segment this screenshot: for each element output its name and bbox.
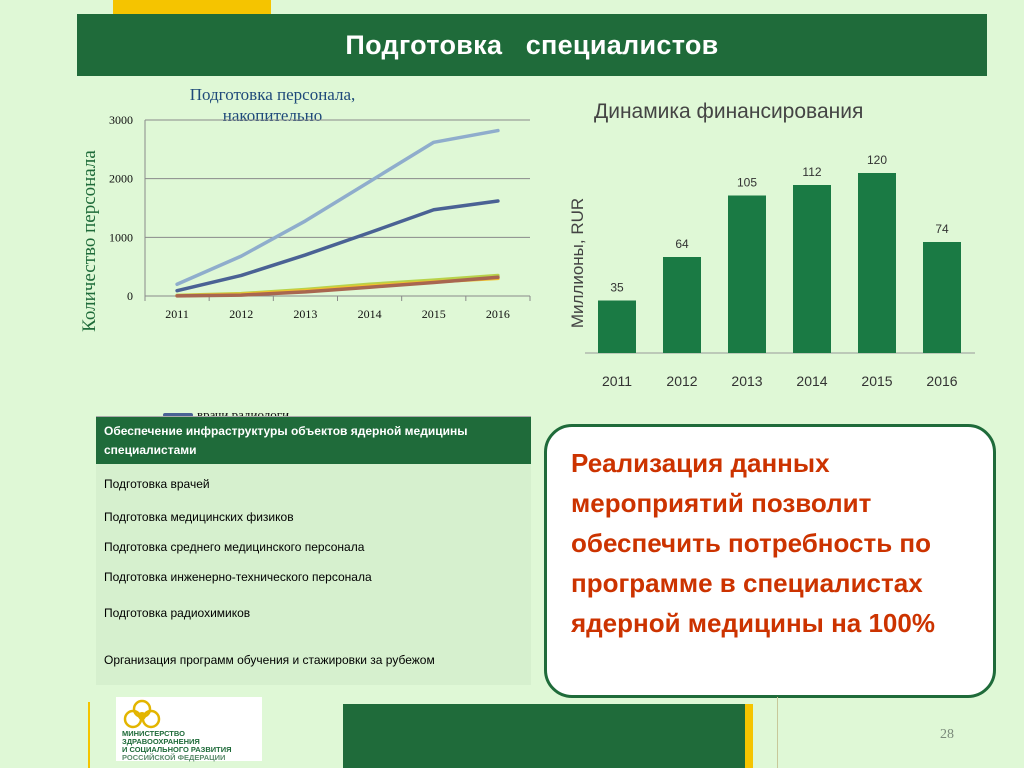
bar-chart-title: Динамика финансирования [594,100,864,123]
x-tick-label: 2016 [486,307,510,321]
ministry-name: МИНИСТЕРСТВО ЗДРАВООХРАНЕНИЯ И СОЦИАЛЬНО… [122,729,232,762]
table-row: Подготовка радиохимиков [104,606,251,620]
x-tick-label: 2013 [731,373,762,389]
x-tick-label: 2013 [293,307,317,321]
y-tick-label: 3000 [109,113,133,127]
bar [923,242,961,353]
callout-text: Реализация данных мероприятий позволит о… [571,448,935,638]
page-title: Подготовка специалистов [345,29,719,60]
bar-value-label: 35 [610,281,624,295]
series-line [175,199,500,293]
bar-value-label: 105 [737,176,757,190]
table-row: Организация программ обучения и стажиров… [104,653,435,667]
footer-divider-left [88,702,90,768]
line-chart: Подготовка персонала, накопительно Колич… [0,80,560,494]
footer-yellow-bar [745,704,753,768]
x-tick-label: 2014 [796,373,827,389]
x-tick-label: 2016 [926,373,957,389]
bar-value-label: 112 [802,165,821,179]
x-tick-label: 2012 [229,307,253,321]
series-line [175,275,500,298]
table-row: Подготовка среднего медицинского персона… [104,540,365,554]
page-number: 28 [940,727,954,742]
footer-divider-right [777,697,778,768]
table-row: Подготовка врачей [104,477,210,491]
footer-green-bar [343,704,745,768]
top-accent-bar [113,0,271,14]
x-tick-label: 2014 [358,307,382,321]
specialists-table: Обеспечение инфраструктуры объектов ядер… [96,416,531,685]
table-row: Подготовка инженерно-технического персон… [104,570,372,584]
line-chart-plot: 0 1000 2000 3000 2011 2012 2013 2014 2015 2016 [109,113,531,321]
bar [598,300,636,353]
ministry-emblem-icon [123,699,161,729]
bar [728,195,766,353]
bar [663,257,701,353]
title-bar: Подготовка специалистов [77,14,987,76]
series-line [175,128,500,287]
bar-value-label: 120 [867,153,887,167]
callout-box: Реализация данных мероприятий позволит о… [544,424,996,698]
bar [858,173,896,353]
x-tick-label: 2011 [165,307,189,321]
table-row: Подготовка медицинских физиков [104,510,294,524]
x-tick-label: 2012 [666,373,697,389]
y-tick-label: 0 [127,289,133,303]
ministry-logo: МИНИСТЕРСТВО ЗДРАВООХРАНЕНИЯ И СОЦИАЛЬНО… [116,697,262,762]
bar [793,185,831,353]
legend-swatch [163,413,193,417]
bar-value-label: 64 [675,237,689,251]
table-header: Обеспечение инфраструктуры объектов ядер… [96,417,531,464]
y-tick-label: 2000 [109,172,133,186]
x-tick-label: 2011 [602,373,632,389]
x-tick-label: 2015 [422,307,446,321]
bar-value-label: 74 [935,222,949,236]
y-tick-label: 1000 [109,230,133,244]
x-tick-label: 2015 [861,373,892,389]
bar-chart-plot: 35 2011 64 2012 105 2013 112 2014 120 2015 74 2016 [585,153,975,389]
